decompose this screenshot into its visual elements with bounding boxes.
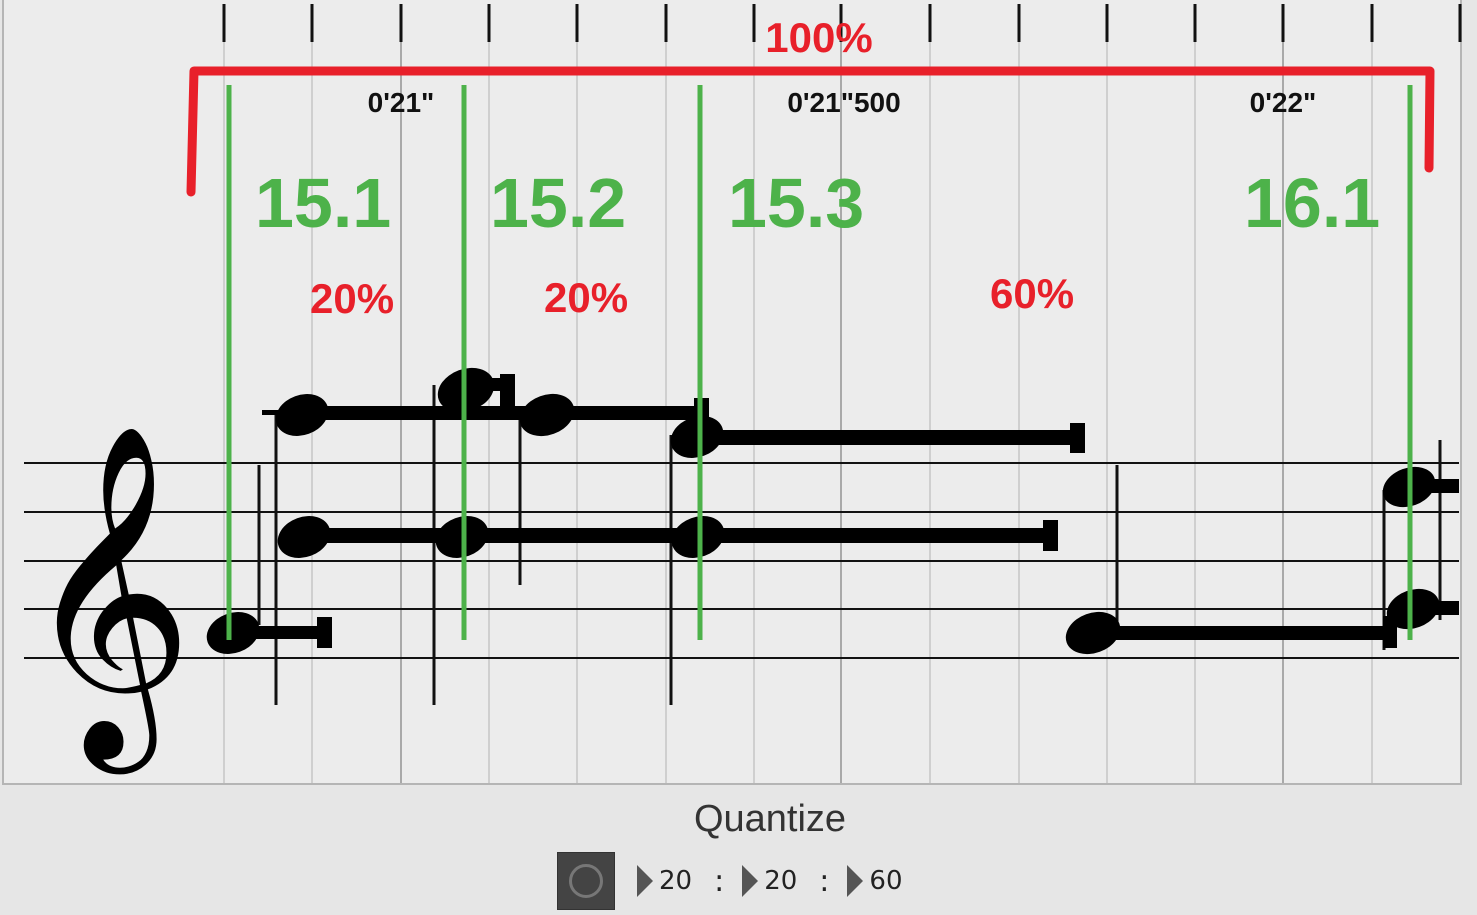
noteheads [206,367,1440,655]
measure-marker-15-3: 15.3 [728,164,864,242]
segment-percentage-3: 60% [990,270,1074,317]
quantize-stepper-3[interactable]: 60 [847,865,903,897]
record-circle-icon [569,864,603,898]
treble-clef-icon: 𝄞 [22,422,193,776]
ruler-ticks [222,4,1462,42]
staff-lines [24,462,1459,659]
quantize-value-2: 20 [764,866,798,896]
measure-marker-15-2: 15.2 [490,164,626,242]
play-arrow-icon [847,865,864,897]
quantize-stepper-1[interactable]: 20 [637,865,692,897]
segment-percentage-2: 20% [544,274,628,321]
separator-colon: : [714,863,725,899]
quantize-stepper-2[interactable]: 20 [742,865,797,897]
play-arrow-icon [742,865,759,897]
score-canvas: 0'21" 0'21"500 0'22" 100% 𝄞 [22,4,1462,783]
duration-bracket [186,66,1435,197]
quantize-value-1: 20 [659,866,693,896]
separator-colon: : [819,863,830,899]
quantize-controls: 20 : 20 : 60 [557,852,903,910]
time-label-0-21: 0'21" [368,87,435,118]
total-percentage-label: 100% [765,14,872,61]
quantize-value-3: 60 [869,866,903,896]
play-arrow-icon [637,865,653,897]
note-stems [257,385,1442,705]
measure-marker-lines [226,85,1413,640]
score-view[interactable]: 0'21" 0'21"500 0'22" 100% 𝄞 [2,0,1462,785]
time-label-0-22: 0'22" [1250,87,1317,118]
segment-percentage-1: 20% [310,275,394,322]
quantize-panel [0,786,1477,915]
time-label-0-21-500: 0'21"500 [787,87,900,118]
quantize-title: Quantize [693,798,847,840]
measure-marker-15-1: 15.1 [255,164,391,242]
quantize-record-button[interactable] [557,852,615,910]
measure-marker-16-1: 16.1 [1244,164,1380,242]
